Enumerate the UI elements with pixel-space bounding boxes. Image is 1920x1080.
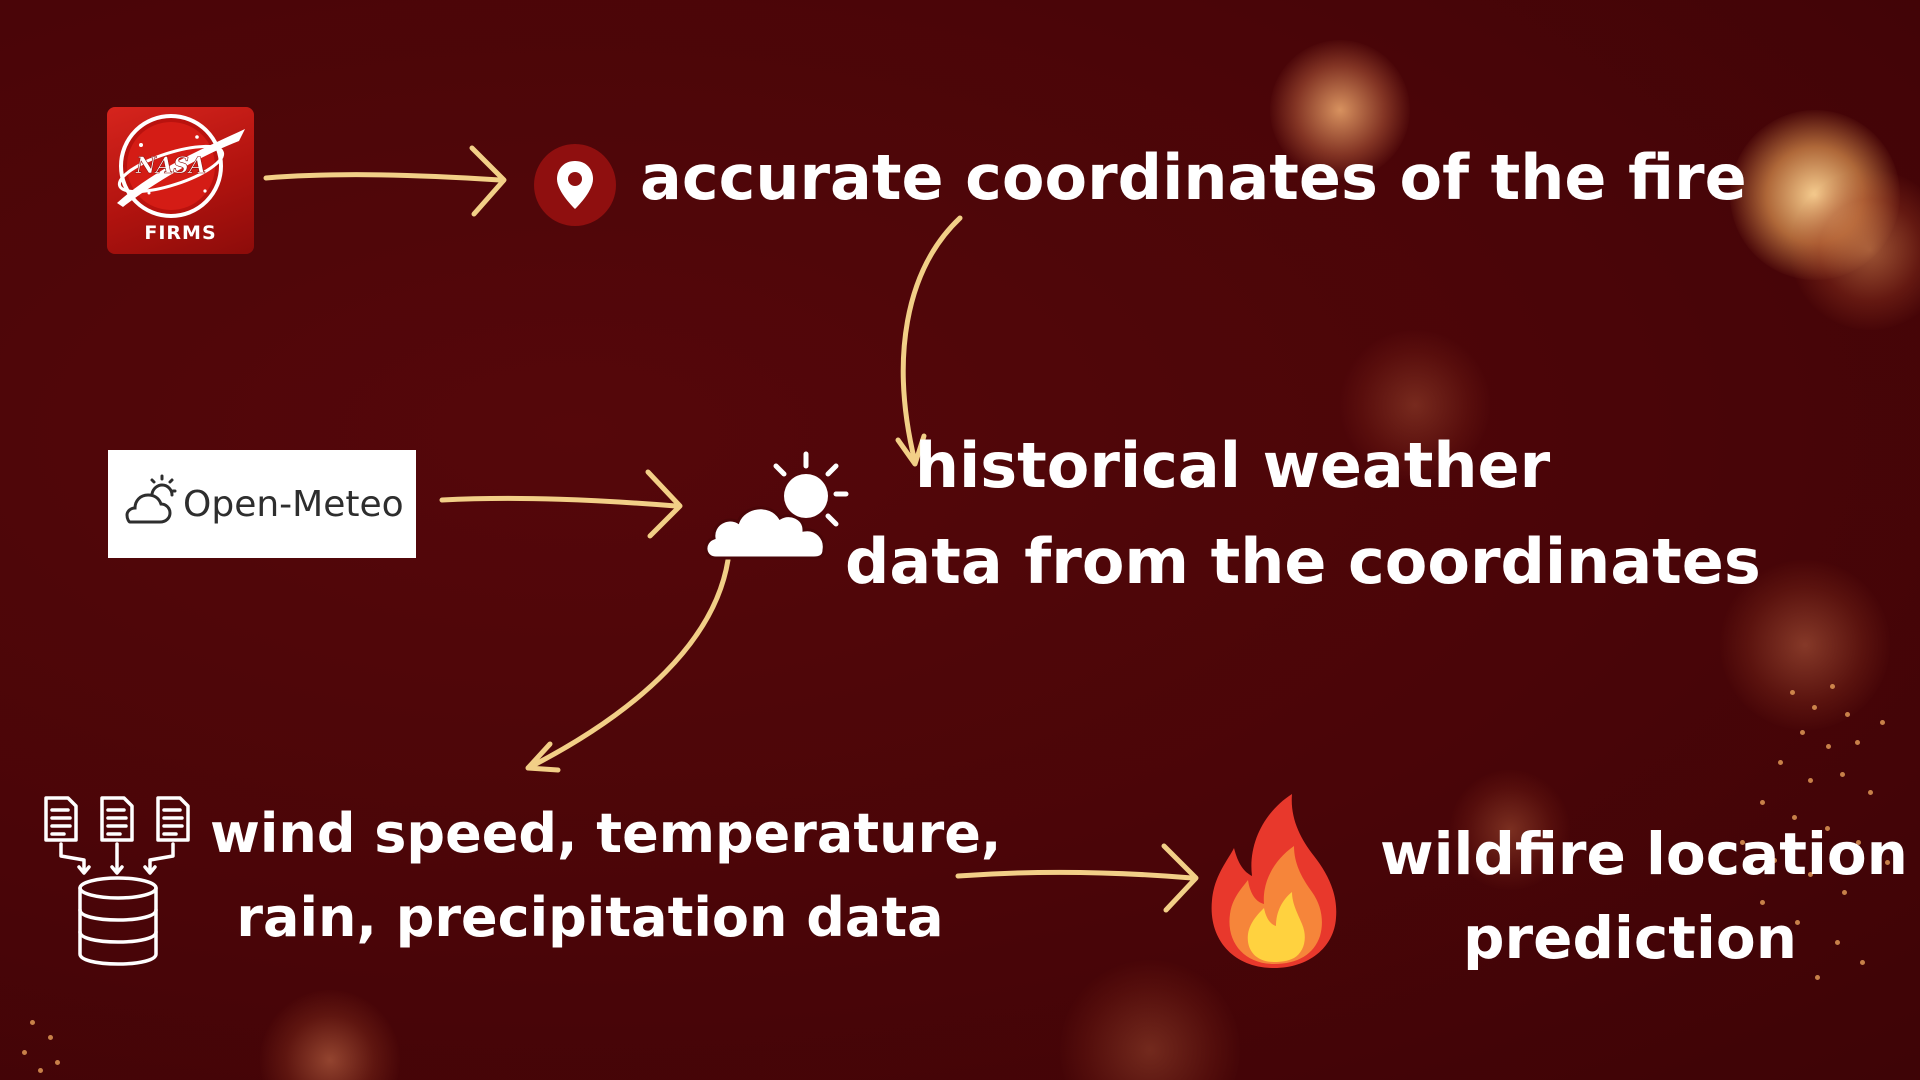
arrow-openmeteo-to-weather	[439, 469, 683, 539]
open-meteo-logo: Open-Meteo	[108, 450, 416, 558]
location-pin-icon	[534, 144, 616, 226]
nasa-wordmark: NASA	[135, 153, 206, 179]
data-text-line-1: wind speed, temperature,	[210, 802, 1002, 865]
nasa-firms-label: FIRMS	[144, 222, 217, 244]
arrow-firms-to-coordinates	[263, 145, 507, 217]
coordinates-text: accurate coordinates of the fire	[640, 141, 1747, 214]
fire-icon	[1211, 794, 1337, 968]
weather-text: historical weather data from the coordin…	[845, 418, 1761, 610]
document-icon	[100, 796, 134, 842]
prediction-text-line-2: prediction	[1463, 904, 1797, 972]
open-meteo-label: Open-Meteo	[183, 484, 404, 525]
document-icon	[44, 796, 78, 842]
prediction-text-line-1: wildfire location	[1380, 820, 1908, 888]
nasa-firms-logo: NASA FIRMS	[107, 107, 254, 254]
database-icon	[78, 876, 158, 966]
weather-cloud-sun-icon	[704, 451, 849, 560]
prediction-text: wildfire location prediction	[1380, 812, 1908, 980]
arrow-coordinates-to-weather	[895, 215, 963, 467]
data-text: wind speed, temperature, rain, precipita…	[210, 792, 1002, 960]
arrow-data-to-prediction	[955, 843, 1199, 913]
weather-text-line-1: historical weather	[914, 429, 1551, 502]
document-icon	[156, 796, 190, 842]
data-text-line-2: rain, precipitation data	[236, 886, 944, 949]
open-meteo-cloud-sun-icon	[125, 474, 177, 524]
arrow-weather-to-data	[525, 557, 731, 773]
nasa-meatball-icon: NASA	[117, 114, 245, 218]
documents-to-database-icon	[44, 796, 190, 966]
weather-text-line-2: data from the coordinates	[845, 525, 1761, 598]
